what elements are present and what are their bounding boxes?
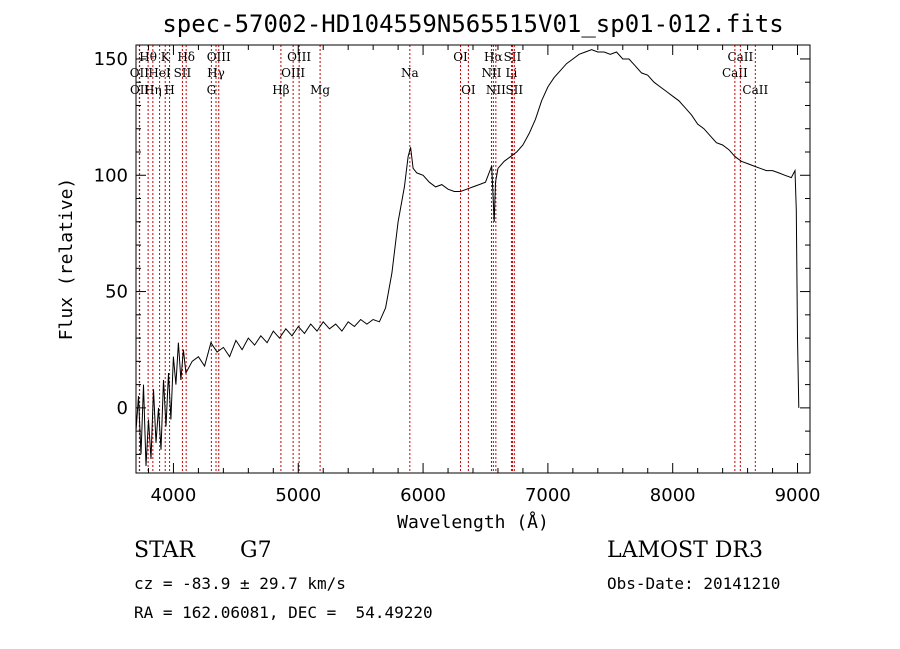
y-tick-label: 50 (105, 282, 128, 303)
spectral-line-label: OI (453, 50, 468, 64)
x-axis-label: Wavelength (Å) (397, 511, 549, 533)
spectral-line-label: SII (174, 66, 192, 80)
spectral-line-label: K (161, 50, 171, 64)
spectral-line-label: CaII (722, 66, 748, 80)
spectral-line-label: OIII (281, 66, 305, 80)
spectral-line-label: Na (401, 66, 419, 80)
spectral-line-label: OIII (287, 50, 311, 64)
spectral-line-label: G (207, 83, 217, 97)
y-tick-label: 150 (94, 49, 128, 70)
spectral-line-label: Li (506, 66, 518, 80)
plot-frame (135, 44, 811, 474)
x-tick-label: 7000 (525, 485, 571, 506)
y-axis-label: Flux (relative) (56, 178, 77, 341)
x-tick-label: 8000 (650, 485, 696, 506)
x-tick-label: 4000 (151, 485, 197, 506)
coordinates-text: RA = 162.06081, DEC = 54.49220 (134, 603, 433, 622)
spectral-line-label: OIII (207, 50, 231, 64)
spectral-line-label: OII (130, 83, 150, 97)
y-tick-label: 0 (117, 398, 128, 419)
spectral-line-label: SII (505, 83, 523, 97)
spectral-line-label: Hθ (139, 50, 157, 64)
spectral-line-label: Hγ (207, 66, 225, 80)
spectral-line-label: Hη (144, 83, 162, 97)
survey-label: LAMOST DR3 (607, 538, 763, 563)
spectral-line-label: CaII (742, 83, 768, 97)
obs-date-text: Obs-Date: 20141210 (607, 574, 781, 593)
spectral-line-label: SII (504, 50, 522, 64)
spectrum-line (135, 49, 800, 467)
spectral-lines: OIIOIIHθHηHeIKHSIIHδGHγOIIIHβOIIIOIIIMgN… (130, 45, 768, 473)
spectral-line-label: HeI (148, 66, 171, 80)
object-class: STAR (134, 538, 195, 563)
spectral-line-label: OI (461, 83, 476, 97)
spectral-line-label: Hβ (272, 83, 289, 97)
spectral-line-label: CaII (727, 50, 753, 64)
object-subclass: G7 (240, 538, 272, 563)
x-tick-label: 5000 (275, 485, 321, 506)
spectral-line-label: Mg (310, 83, 330, 97)
y-tick-label: 100 (94, 165, 128, 186)
x-tick-label: 6000 (400, 485, 446, 506)
x-tick-label: 9000 (775, 485, 821, 506)
series-layer (135, 49, 800, 467)
spectral-line-label: Hδ (177, 50, 195, 64)
axis-ticks: 4000 5000 6000 7000 8000 9000 0 50 100 150 (94, 45, 821, 506)
spectral-line-label: Hα (484, 50, 503, 64)
spectral-line-label: H (164, 83, 174, 97)
chart-title: spec-57002-HD104559N565515V01_sp01-012.f… (162, 10, 783, 38)
spectral-line-label: NII (481, 66, 501, 80)
redshift-text: cz = -83.9 ± 29.7 km/s (134, 574, 346, 593)
spectral-line-label: NII (486, 83, 506, 97)
